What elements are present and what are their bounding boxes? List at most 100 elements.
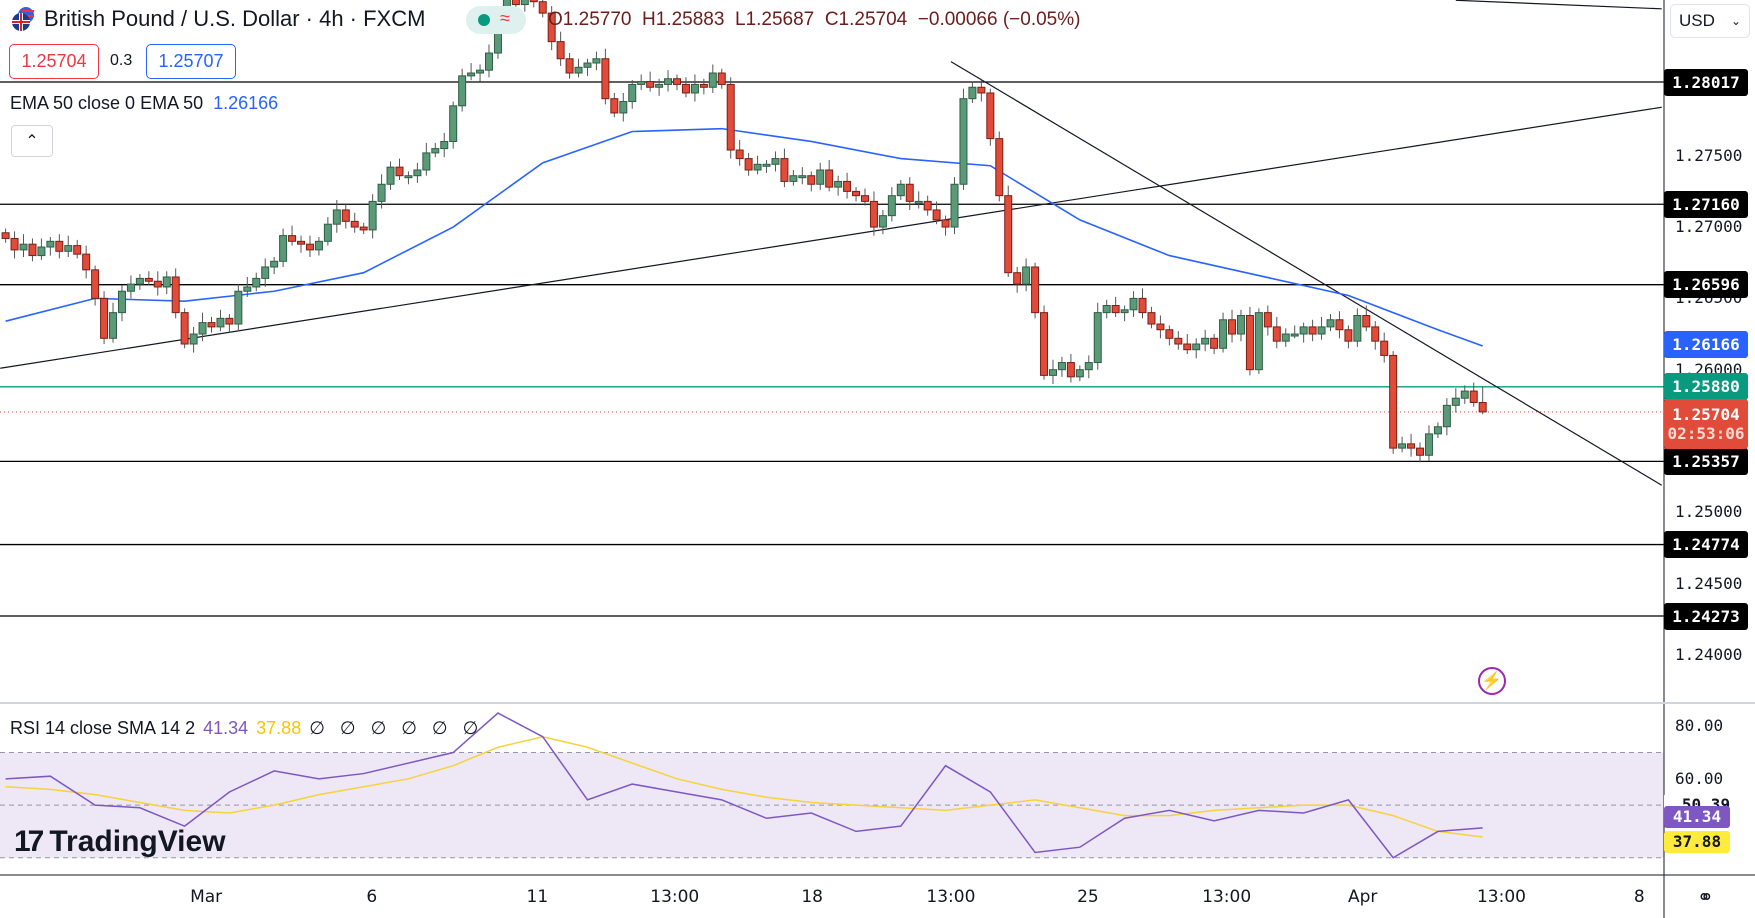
candle-body [171,276,180,314]
candle-up [234,284,243,332]
candle-body [449,105,458,142]
candle-down [10,231,19,259]
tradingview-logo[interactable]: 17 TradingView [14,825,226,859]
candle-down [1,228,10,243]
candle-up [1326,314,1335,332]
rsi-line [5,712,1483,859]
candles [1,0,1487,463]
candle-up [1290,325,1299,339]
candle-down [153,271,162,296]
candle-down [144,271,153,286]
candle-body [1416,447,1425,456]
candle-up [798,167,807,185]
candle-body [19,243,28,251]
ema-legend[interactable]: EMA 50 close 0 EMA 50 1.26166 [10,93,278,114]
candle-down [717,68,726,89]
time-tick-label: 18 [801,887,823,907]
candle-body [162,276,171,288]
candle-up [816,162,825,190]
settings-eye-icon[interactable]: ⚭ [1697,887,1714,909]
candle-up [485,44,494,78]
candle-body [601,58,610,100]
candle-body [968,86,977,100]
candle-up [789,170,798,186]
candle-body [574,66,583,74]
candle-up [968,81,977,103]
time-tick-label: 13:00 [1202,887,1252,907]
candle-body [1,232,10,239]
candle-body [1245,314,1254,371]
candle-body [1228,319,1237,335]
time-tick-label: 13:00 [1476,887,1526,907]
candle-down [977,78,986,102]
candle-down [1228,309,1237,343]
currency-select[interactable]: USD ⌄ [1670,4,1750,38]
time-tick-label: 25 [1077,887,1099,907]
candle-body [189,333,198,345]
sell-button[interactable]: 1.25704 [9,44,99,79]
candle-up [753,155,762,175]
candle-body [1031,266,1040,314]
candle-down [1111,296,1120,317]
candle-up [878,209,887,235]
level-price-label: 1.25880 [1664,373,1748,401]
candle-up [1102,299,1111,319]
candle-up [332,199,341,233]
candle-up [413,162,422,183]
candle-up [1442,398,1451,436]
candle-body [1210,337,1219,349]
candle-up [198,312,207,342]
candle-up [1048,359,1057,384]
lightning-icon[interactable]: ⚡ [1478,667,1506,695]
candle-body [977,86,986,94]
candle-up [1299,322,1308,343]
candle-up [323,217,332,246]
time-tick-label: 11 [526,887,549,907]
candle-body [780,158,789,182]
ohlc-low: L1.25687 [735,9,815,30]
rsi-legend[interactable]: RSI 14 close SMA 14 2 41.34 37.88 ∅ ∅ ∅ ∅ ∅… [10,718,483,739]
candle-down [225,314,234,333]
candle-up [1281,328,1290,347]
candle-body [1057,362,1066,371]
candle-down [350,212,359,233]
candle-down [297,235,306,253]
candle-down [646,71,655,92]
candle-down [986,88,995,146]
candle-body [359,226,368,231]
rsi-pane [0,712,1664,859]
candle-down [556,31,565,66]
candle-up [887,187,896,222]
candle-body [843,180,852,192]
candle-down [100,291,109,345]
candle-up [135,274,144,290]
buy-button[interactable]: 1.25707 [146,44,236,79]
candle-body [1147,312,1156,325]
candle-body [252,277,261,288]
candle-body [852,190,861,197]
candle-down [735,140,744,166]
market-open-icon [478,14,490,26]
candle-body [932,209,941,221]
candle-body [860,195,869,202]
time-tick-label: 6 [366,887,378,907]
candle-up [959,88,968,190]
candle-up [664,70,673,92]
candle-body [1084,362,1093,371]
candle-up [690,74,699,102]
candle-body [798,175,807,179]
candle-body [1371,326,1380,342]
candle-up [950,177,959,235]
candle-body [637,81,646,85]
candle-down [1040,305,1049,380]
chevron-down-icon: ⌄ [1730,14,1741,28]
candle-up [592,51,601,71]
collapse-legend-button[interactable]: ⌃ [11,125,53,157]
symbol-title[interactable]: British Pound / U.S. Dollar · 4h · FXCM [10,6,425,32]
candle-down [1210,334,1219,354]
rsi-sma-value-label: 37.88 [1664,830,1730,853]
market-status[interactable]: ≈ [466,6,526,34]
rsi-sma-legend-value: 37.88 [256,718,302,738]
candle-up [19,234,28,258]
